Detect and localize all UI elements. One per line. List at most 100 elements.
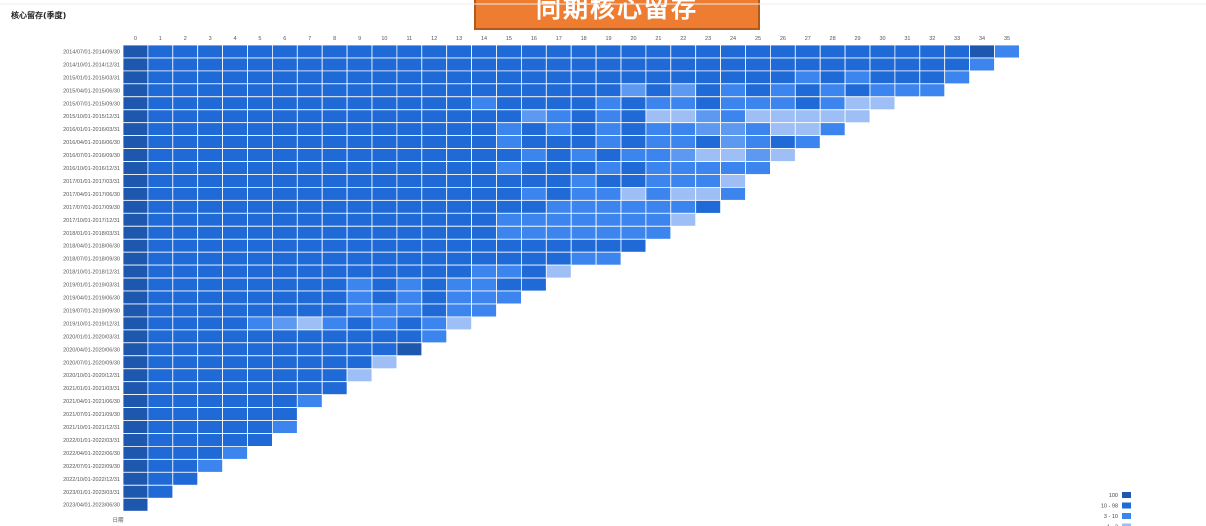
heatmap-cell xyxy=(321,316,348,331)
heatmap-cell xyxy=(496,44,522,59)
heatmap-cell xyxy=(645,96,672,111)
heatmap-cell xyxy=(446,290,473,305)
heatmap-cell xyxy=(695,57,722,72)
heatmap-cell xyxy=(321,303,348,318)
heatmap-cell xyxy=(521,83,547,98)
heatmap-cell xyxy=(247,407,273,421)
row-label: 2016/07/01-2016/09/30 xyxy=(63,153,120,159)
heatmap-cell xyxy=(695,135,722,149)
heatmap-cell xyxy=(271,161,298,175)
heatmap-cell xyxy=(122,44,149,59)
heatmap-cell xyxy=(670,70,697,85)
heatmap-cell xyxy=(147,122,174,136)
row-label: 2016/01/01-2016/03/31 xyxy=(63,127,120,133)
heatmap-cell xyxy=(471,83,497,98)
heatmap-cell xyxy=(645,212,672,227)
heatmap-cell xyxy=(172,135,199,149)
heatmap-cell xyxy=(421,122,448,136)
heatmap-cell xyxy=(247,355,273,370)
heatmap-cell xyxy=(172,199,199,214)
heatmap-cell xyxy=(147,420,174,434)
heatmap-cell xyxy=(720,83,746,98)
heatmap-cell xyxy=(172,174,199,188)
heatmap-cell xyxy=(421,316,448,331)
heatmap-cell xyxy=(894,57,921,72)
heatmap-cell xyxy=(172,342,199,357)
heatmap-cell xyxy=(271,394,298,408)
heatmap-cell xyxy=(271,83,298,98)
x-tick-label: 25 xyxy=(755,36,761,42)
heatmap-cell xyxy=(197,394,223,408)
heatmap-cell xyxy=(446,316,473,331)
heatmap-cell xyxy=(197,44,223,59)
heatmap-cell xyxy=(222,368,248,383)
heatmap-cell xyxy=(620,161,647,175)
heatmap-cell xyxy=(172,420,199,434)
heatmap-cell xyxy=(471,212,497,227)
heatmap-cell xyxy=(346,303,373,318)
heatmap-cell xyxy=(670,83,697,98)
heatmap-cell xyxy=(197,407,223,421)
heatmap-cell xyxy=(172,355,199,370)
heatmap-cell xyxy=(271,316,298,331)
heatmap-cell xyxy=(197,303,223,318)
heatmap-cell xyxy=(446,122,473,136)
heatmap-cell xyxy=(346,199,373,214)
heatmap-cell xyxy=(570,148,597,162)
heatmap-cell xyxy=(521,96,547,111)
heatmap-cell xyxy=(122,420,149,434)
heatmap-cell xyxy=(321,161,348,175)
heatmap-cell xyxy=(172,407,199,421)
heatmap-cell xyxy=(222,238,248,253)
heatmap-cell xyxy=(944,44,971,59)
heatmap-cell xyxy=(247,161,273,175)
heatmap-cell xyxy=(247,174,273,188)
heatmap-cell xyxy=(695,199,722,214)
x-tick-label: 12 xyxy=(431,36,437,42)
heatmap-cell xyxy=(147,135,174,149)
heatmap-cell xyxy=(172,394,199,408)
heatmap-cell xyxy=(371,83,398,98)
heatmap-cell xyxy=(545,122,572,136)
heatmap-cell xyxy=(720,57,746,72)
heatmap-cell xyxy=(421,277,448,292)
heatmap-cell xyxy=(222,44,248,59)
heatmap-cell xyxy=(595,122,622,136)
heatmap-cell xyxy=(222,109,248,124)
heatmap-cell xyxy=(446,212,473,227)
heatmap-cell xyxy=(421,96,448,111)
heatmap-cell xyxy=(346,329,373,344)
row-label: 2018/10/01-2018/12/31 xyxy=(63,270,120,276)
legend-swatch xyxy=(1122,492,1131,498)
heatmap-cell xyxy=(222,407,248,421)
legend-label: 1 - 3 xyxy=(1107,525,1118,526)
heatmap-cell xyxy=(296,174,323,188)
heatmap-cell xyxy=(396,277,423,292)
heatmap-cell xyxy=(770,109,796,124)
row-label: 2015/10/01-2015/12/31 xyxy=(63,114,120,120)
heatmap-cell xyxy=(321,44,348,59)
heatmap-cell xyxy=(620,83,647,98)
heatmap-cell xyxy=(197,186,223,201)
heatmap-cell xyxy=(545,186,572,201)
heatmap-cell xyxy=(745,83,771,98)
heatmap-cell xyxy=(745,135,771,149)
heatmap-cell xyxy=(421,303,448,318)
heatmap-cell xyxy=(247,70,273,85)
x-tick-label: 14 xyxy=(481,36,487,42)
heatmap-cell xyxy=(645,57,672,72)
heatmap-cell xyxy=(645,83,672,98)
heatmap-cell xyxy=(147,212,174,227)
heatmap-cell xyxy=(271,277,298,292)
heatmap-cell xyxy=(396,225,423,240)
heatmap-cell xyxy=(421,251,448,266)
heatmap-cell xyxy=(296,122,323,136)
heatmap-cell xyxy=(446,161,473,175)
heatmap-cell xyxy=(222,355,248,370)
row-label: 2015/04/01-2015/06/30 xyxy=(63,88,120,94)
heatmap-cell xyxy=(396,135,423,149)
heatmap-cell xyxy=(247,329,273,344)
heatmap-cell xyxy=(396,161,423,175)
heatmap-cell xyxy=(296,316,323,331)
